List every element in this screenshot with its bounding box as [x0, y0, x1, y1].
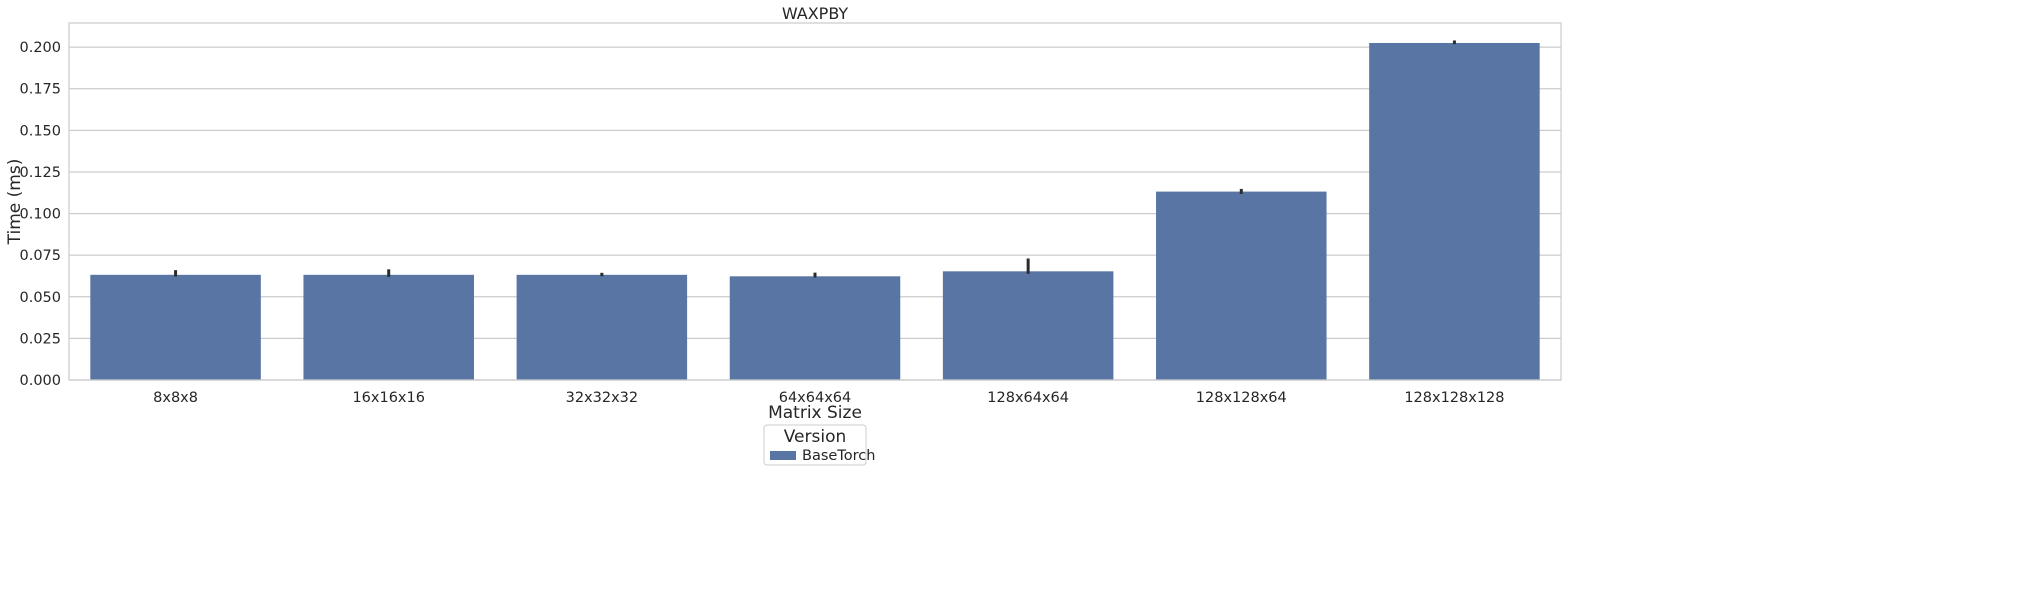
x-tick-label: 64x64x64: [779, 390, 852, 406]
x-tick-labels: 8x8x8 16x16x16 32x32x32 64x64x64 128x64x64 12…: [153, 390, 1504, 406]
y-axis-label: Time (ms): [5, 159, 25, 246]
x-axis-label: Matrix Size: [768, 403, 862, 423]
legend-title: Version: [784, 427, 847, 447]
bar: [303, 274, 474, 380]
x-tick-label: 128x128x128: [1404, 390, 1504, 406]
bar: [90, 274, 261, 380]
y-tick-label: 0.175: [19, 82, 61, 98]
chart-title: WAXPBY: [782, 4, 849, 23]
bar: [1369, 42, 1540, 381]
bar: [516, 274, 688, 380]
y-tick-labels: 0.000 0.025 0.050 0.075 0.100 0.125 0.150 0.175…: [19, 40, 61, 389]
y-tick-label: 0.075: [19, 248, 61, 264]
x-tick-label: 8x8x8: [153, 390, 198, 406]
y-tick-label: 0.050: [19, 290, 61, 306]
x-tick-label: 32x32x32: [566, 390, 639, 406]
bars: [90, 42, 1540, 381]
bar: [942, 271, 1114, 380]
legend-swatch: [770, 451, 796, 460]
x-tick-label: 16x16x16: [352, 390, 425, 406]
y-tick-label: 0.100: [19, 207, 61, 223]
x-tick-label: 128x128x64: [1196, 390, 1287, 406]
y-tick-label: 0.025: [19, 331, 61, 347]
y-tick-label: 0.150: [19, 123, 61, 139]
legend: Version BaseTorch: [763, 424, 875, 466]
y-tick-label: 0.125: [19, 165, 61, 181]
bar: [729, 276, 901, 380]
bar: [1156, 191, 1327, 380]
y-tick-label: 0.200: [19, 40, 61, 56]
x-tick-label: 128x64x64: [987, 390, 1069, 406]
plot-frame: [68, 22, 1562, 381]
error-bars: [174, 40, 1456, 278]
legend-label: BaseTorch: [802, 448, 875, 464]
y-tick-label: 0.000: [19, 373, 61, 389]
